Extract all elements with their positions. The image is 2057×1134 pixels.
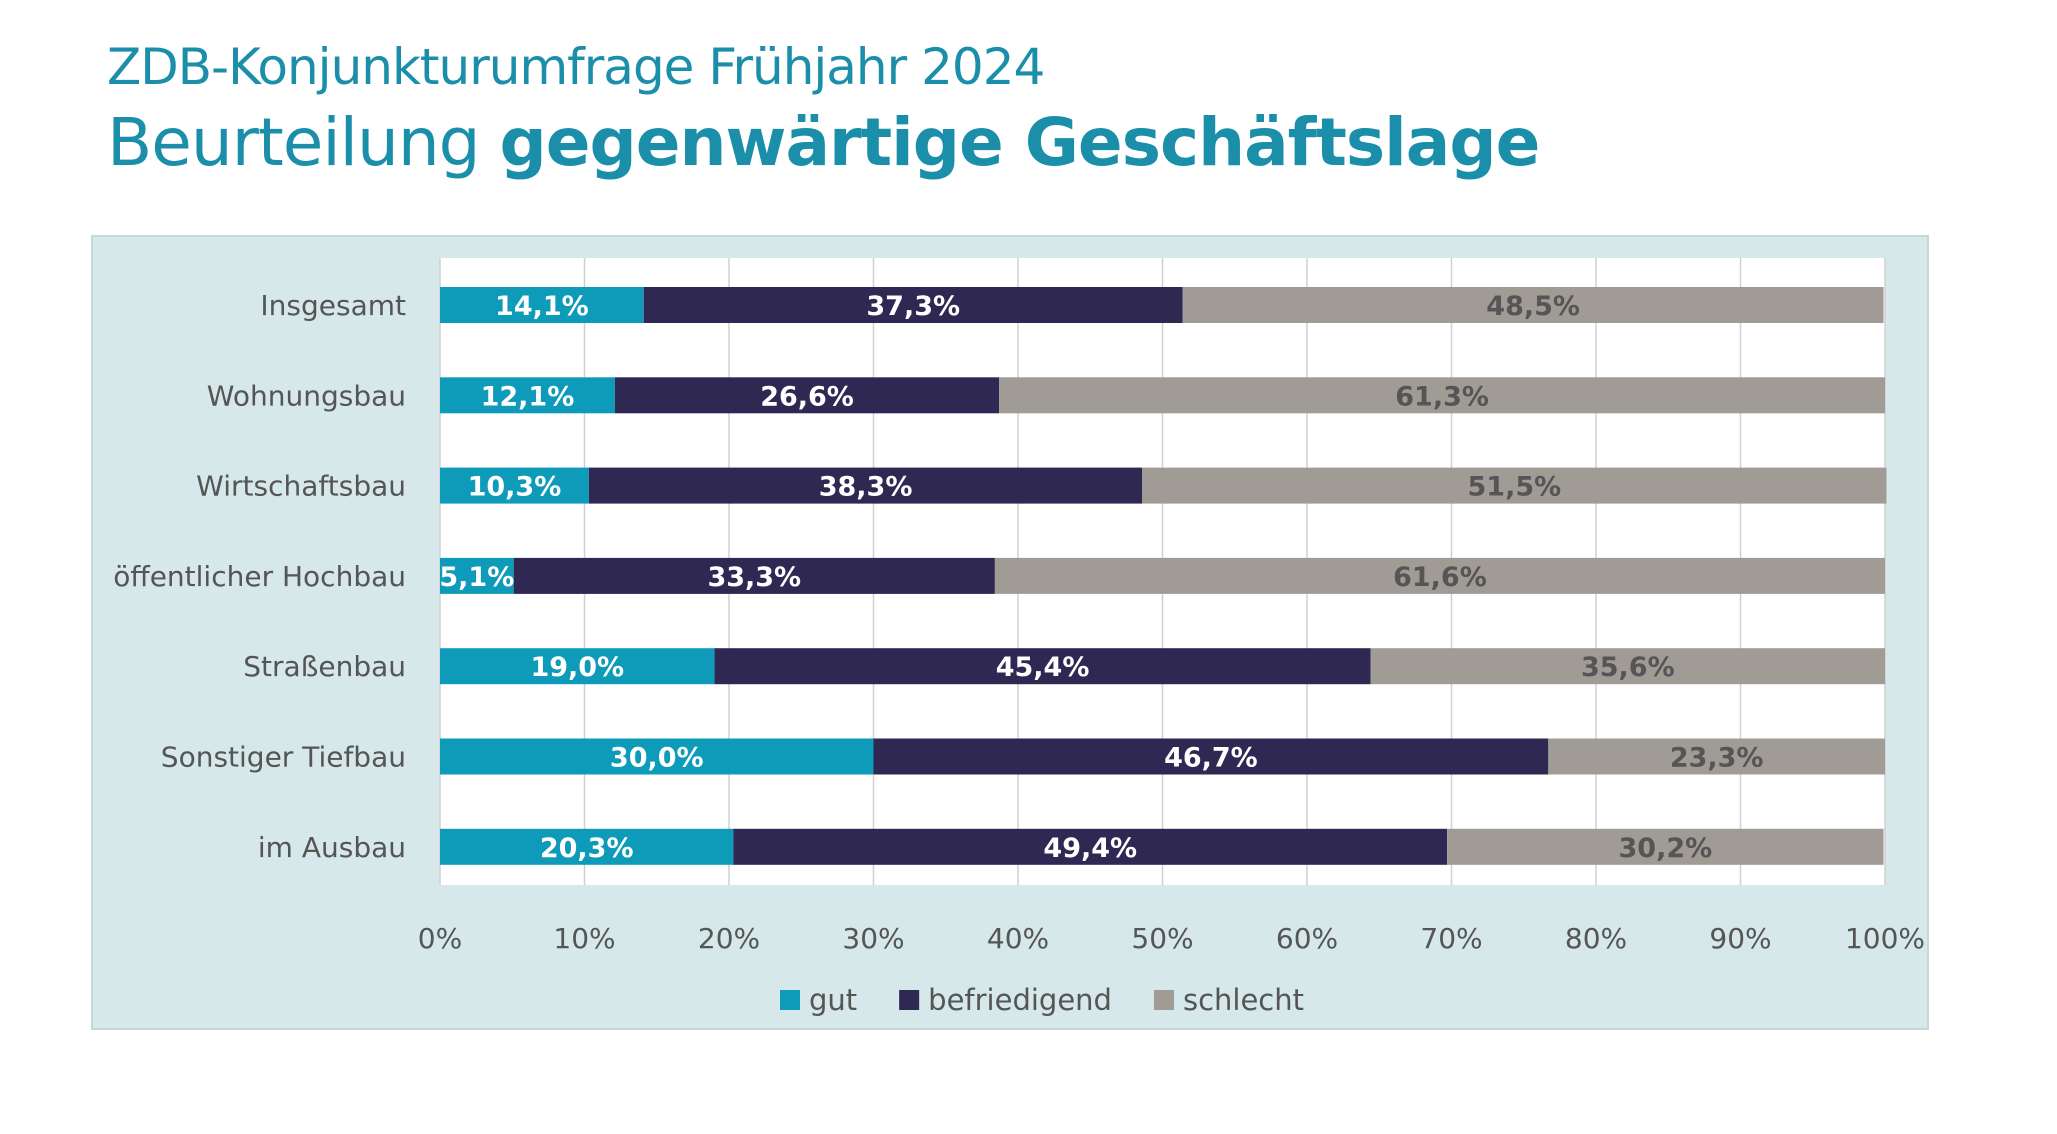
- data-label-schlecht: 51,5%: [1468, 472, 1562, 503]
- chart-title: Beurteilung gegenwärtige Geschäftslage: [107, 104, 1541, 181]
- data-label-schlecht: 61,6%: [1393, 562, 1487, 593]
- data-label-befriedigend: 46,7%: [1164, 743, 1258, 774]
- x-tick-label: 30%: [842, 922, 904, 955]
- x-tick-label: 40%: [987, 922, 1049, 955]
- data-label-schlecht: 23,3%: [1670, 743, 1764, 774]
- chart-title-bold: gegenwärtige Geschäftslage: [499, 104, 1541, 181]
- bar-befriedigend: [588, 467, 1143, 504]
- bar-schlecht: [999, 377, 1885, 414]
- data-label-gut: 5,1%: [439, 562, 514, 593]
- x-tick-label: 50%: [1131, 922, 1193, 955]
- data-label-gut: 30,0%: [610, 743, 704, 774]
- x-tick-label: 100%: [1845, 922, 1925, 955]
- category-label: Insgesamt: [260, 289, 406, 322]
- category-label: Sonstiger Tiefbau: [161, 741, 406, 774]
- data-label-gut: 14,1%: [495, 291, 589, 322]
- data-label-gut: 10,3%: [468, 472, 562, 503]
- chart-title-regular: Beurteilung: [107, 104, 500, 181]
- bar-schlecht: [1182, 287, 1884, 323]
- data-label-schlecht: 48,5%: [1486, 291, 1580, 322]
- bar-befriedigend: [614, 377, 1000, 414]
- x-tick-label: 60%: [1276, 922, 1338, 955]
- category-label: öffentlicher Hochbau: [113, 560, 406, 593]
- legend-swatch-gut: [780, 990, 800, 1010]
- bar-schlecht: [1548, 738, 1885, 775]
- bar-befriedigend: [733, 828, 1448, 865]
- bar-schlecht: [994, 557, 1885, 594]
- category-label: Wohnungsbau: [207, 379, 406, 412]
- legend-label-gut: gut: [809, 983, 857, 1017]
- x-tick-label: 90%: [1709, 922, 1771, 955]
- data-label-befriedigend: 49,4%: [1043, 833, 1137, 864]
- bar-befriedigend: [643, 287, 1183, 323]
- bar-gut: [440, 738, 874, 775]
- bar-gut: [440, 377, 615, 414]
- bar-gut: [440, 648, 715, 685]
- data-label-schlecht: 35,6%: [1581, 652, 1675, 683]
- x-tick-label: 0%: [418, 922, 462, 955]
- bar-befriedigend: [714, 648, 1371, 685]
- category-label: im Ausbau: [258, 831, 406, 864]
- bar-befriedigend: [873, 738, 1549, 775]
- category-label: Wirtschaftsbau: [196, 470, 406, 503]
- data-label-gut: 20,3%: [540, 833, 634, 864]
- data-label-befriedigend: 38,3%: [819, 472, 913, 503]
- bar-gut: [440, 467, 589, 504]
- legend-label-schlecht: schlecht: [1183, 983, 1304, 1017]
- data-label-schlecht: 30,2%: [1619, 833, 1713, 864]
- bar-befriedigend: [513, 557, 995, 594]
- bar-gut: [440, 557, 514, 594]
- data-label-gut: 19,0%: [530, 652, 624, 683]
- bar-gut: [440, 828, 734, 865]
- x-tick-label: 20%: [698, 922, 760, 955]
- data-label-befriedigend: 45,4%: [996, 652, 1090, 683]
- chart-subtitle: ZDB-Konjunkturumfrage Frühjahr 2024: [107, 38, 1045, 96]
- x-tick-label: 80%: [1565, 922, 1627, 955]
- legend-swatch-befriedigend: [899, 990, 920, 1010]
- x-tick-label: 10%: [553, 922, 615, 955]
- legend-label-befriedigend: befriedigend: [928, 983, 1112, 1017]
- data-label-befriedigend: 37,3%: [866, 291, 960, 322]
- data-label-gut: 12,1%: [481, 381, 575, 412]
- bar-gut: [440, 287, 644, 323]
- category-label: Straßenbau: [243, 650, 406, 683]
- legend-swatch-schlecht: [1153, 990, 1174, 1010]
- data-label-befriedigend: 26,6%: [760, 381, 854, 412]
- x-tick-label: 70%: [1420, 922, 1482, 955]
- bar-schlecht: [1142, 467, 1887, 504]
- bar-schlecht: [1447, 828, 1884, 865]
- data-label-schlecht: 61,3%: [1395, 381, 1489, 412]
- data-label-befriedigend: 33,3%: [707, 562, 801, 593]
- bar-schlecht: [1370, 648, 1885, 685]
